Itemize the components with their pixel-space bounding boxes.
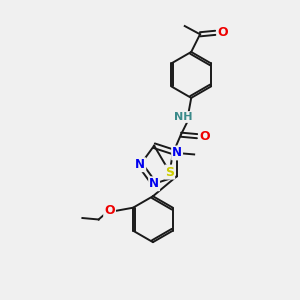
Text: N: N bbox=[149, 177, 159, 190]
Text: O: O bbox=[218, 26, 228, 39]
Text: S: S bbox=[165, 166, 174, 178]
Text: N: N bbox=[172, 146, 182, 160]
Text: N: N bbox=[135, 158, 145, 171]
Text: O: O bbox=[199, 130, 210, 143]
Text: NH: NH bbox=[174, 112, 192, 122]
Text: O: O bbox=[104, 204, 115, 217]
